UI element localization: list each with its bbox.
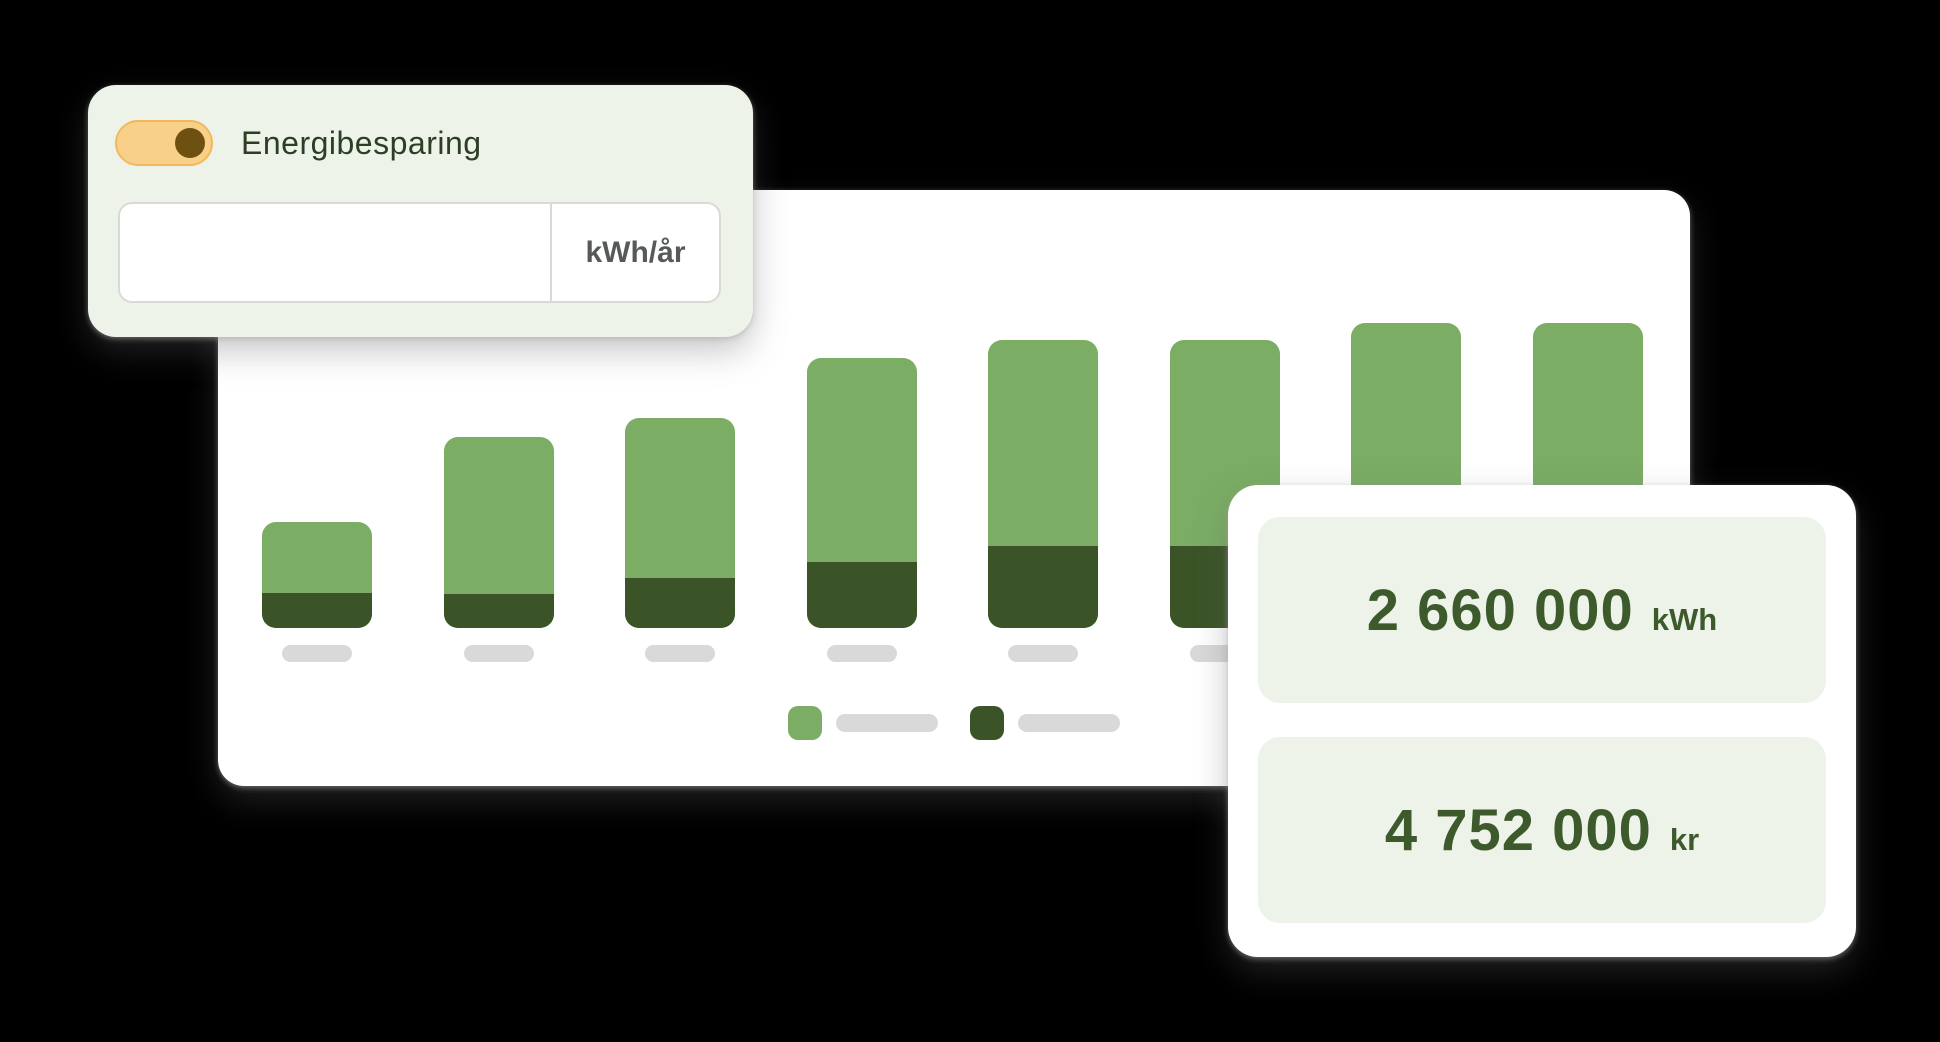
bar-dark-segment [625,578,735,628]
stat-value-money: 4 752 000 [1384,797,1652,863]
chart-legend [218,706,1690,740]
stacked-bar [443,437,554,628]
stacked-bar [262,522,372,628]
bar-dark-segment [443,594,554,628]
stat-unit-money: kr [1669,821,1700,857]
legend-label-placeholder [836,714,938,732]
x-tick-placeholder [826,645,897,662]
input-unit-suffix: kWh/år [550,204,719,301]
energy-amount-input[interactable] [120,204,550,301]
stacked-bar [806,358,917,628]
stacked-bar [625,418,735,628]
stat-row: 4 752 000 kr [1385,797,1699,864]
bar-dark-segment [806,562,917,628]
bar-dark-segment [988,546,1098,628]
legend-label-placeholder [1018,714,1120,732]
energy-toggle-switch[interactable] [115,120,213,166]
stat-unit-energy: kWh [1651,601,1718,637]
stat-value-energy: 2 660 000 [1366,577,1634,643]
energy-settings-card: Energibesparing kWh/år [88,85,753,337]
stat-box-energy: 2 660 000 kWh [1258,517,1826,703]
toggle-knob [175,128,205,158]
toggle-label: Energibesparing [241,124,482,161]
stats-card: 2 660 000 kWh 4 752 000 kr [1228,485,1856,957]
energy-input-group: kWh/år [118,202,721,303]
stacked-bar [988,340,1098,628]
stat-row: 2 660 000 kWh [1367,577,1717,644]
x-tick-placeholder [282,645,352,662]
bar-dark-segment [262,593,372,628]
x-tick-placeholder [645,645,715,662]
x-tick-placeholder [1008,645,1078,662]
x-tick-placeholder [463,645,534,662]
legend-swatch-dark [970,706,1004,740]
stat-box-money: 4 752 000 kr [1258,737,1826,923]
legend-swatch-light [788,706,822,740]
